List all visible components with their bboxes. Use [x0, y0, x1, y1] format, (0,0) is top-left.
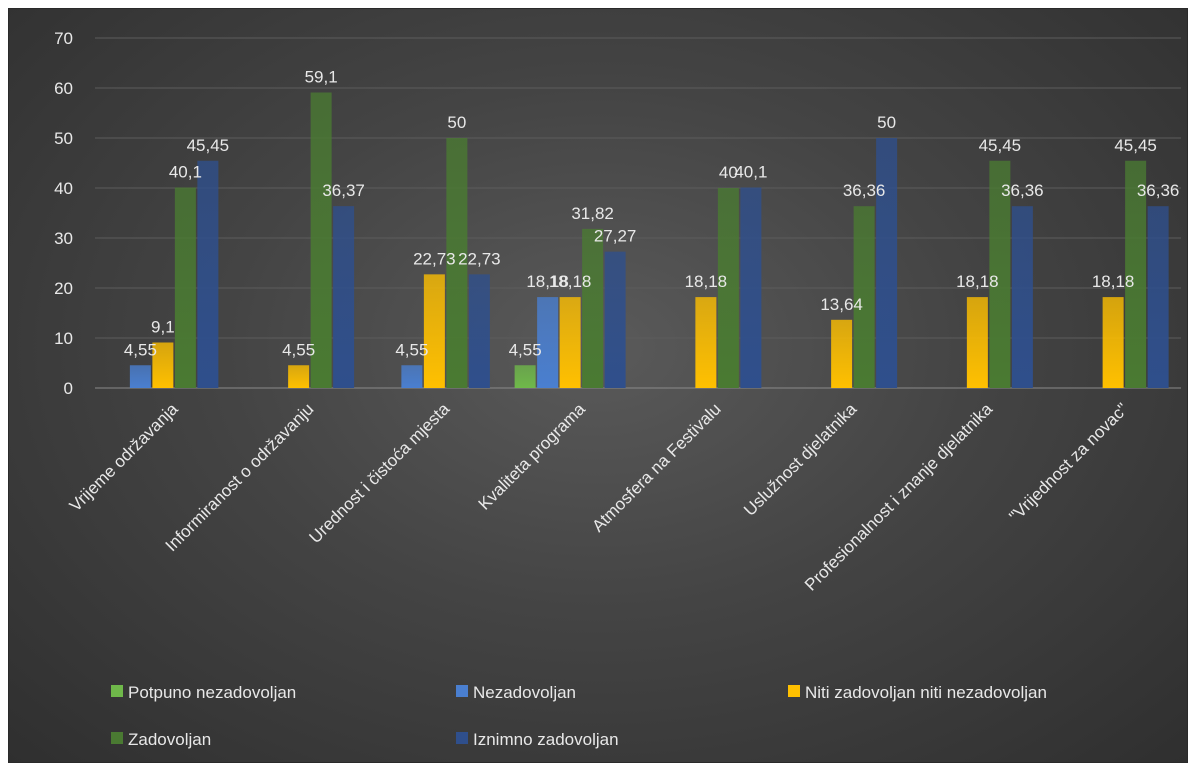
bar	[446, 138, 468, 388]
x-category-label: Vrijeme održavanja	[66, 399, 182, 515]
x-category-label: Kvaliteta programa	[475, 399, 590, 514]
bar	[288, 365, 310, 388]
data-label: 22,73	[458, 249, 501, 268]
data-label: 36,36	[843, 181, 886, 200]
data-label: 59,1	[305, 68, 338, 87]
y-tick-label: 30	[54, 229, 73, 248]
bar	[740, 187, 762, 388]
bar	[174, 187, 196, 388]
legend-label: Iznimno zadovoljan	[473, 730, 619, 749]
data-label: 40,1	[734, 163, 767, 182]
data-label: 9,1	[151, 318, 175, 337]
bar-chart: 0 10 20 30 40 50 60 70 4,55 9,1 40,1 45,45 4,55 59,1…	[54, 29, 1181, 749]
bar	[604, 251, 626, 388]
bar	[831, 319, 853, 388]
gridlines	[95, 37, 1181, 389]
y-tick-label: 20	[54, 279, 73, 298]
bar	[853, 206, 875, 388]
bar	[582, 228, 604, 388]
data-label: 18,18	[549, 272, 592, 291]
bar	[717, 188, 739, 388]
bar	[514, 365, 536, 388]
data-label: 18,18	[685, 272, 728, 291]
bars	[129, 92, 1169, 388]
data-label: 45,45	[979, 136, 1022, 155]
bar	[310, 92, 332, 388]
bar	[468, 274, 490, 388]
bar	[129, 365, 151, 388]
bar	[1125, 160, 1147, 388]
bar	[537, 297, 559, 388]
data-label: 36,36	[1137, 181, 1180, 200]
x-category-label: Informiranost o održavanju	[162, 399, 318, 555]
bar	[966, 297, 988, 388]
y-tick-label: 50	[54, 129, 73, 148]
data-label: 4,55	[509, 340, 542, 359]
data-label: 4,55	[395, 340, 428, 359]
data-label: 18,18	[1092, 272, 1135, 291]
legend-swatch	[456, 732, 468, 744]
legend-swatch	[456, 685, 468, 697]
data-label: 18,18	[956, 272, 999, 291]
data-labels: 4,55 9,1 40,1 45,45 4,55 59,1 36,37 4,55 22,73 50…	[124, 68, 1180, 360]
bar	[695, 297, 717, 388]
x-category-label: Uslužnost djelatnika	[740, 399, 861, 520]
x-category-label: Atmosfera na Festivalu	[588, 399, 724, 535]
data-label: 18,18	[526, 272, 569, 291]
data-label: 13,64	[820, 295, 863, 314]
bar	[989, 160, 1011, 388]
bar	[401, 365, 423, 388]
data-label: 45,45	[187, 136, 230, 155]
legend-swatch	[111, 732, 123, 744]
legend: Potpuno nezadovoljan Nezadovoljan Niti zad…	[111, 683, 1047, 749]
bar	[423, 274, 445, 388]
bar	[1102, 297, 1124, 388]
x-category-label: Urednost i čistoća mjesta	[305, 399, 453, 547]
data-label: 40,1	[169, 163, 202, 182]
data-label: 27,27	[594, 227, 637, 246]
data-label: 40	[719, 163, 738, 182]
y-tick-label: 70	[54, 29, 73, 48]
y-axis: 0 10 20 30 40 50 60 70	[54, 29, 73, 398]
legend-label: Zadovoljan	[128, 730, 211, 749]
data-label: 50	[877, 113, 896, 132]
y-tick-label: 60	[54, 79, 73, 98]
data-label: 22,73	[413, 249, 456, 268]
data-label: 36,37	[322, 181, 365, 200]
legend-label: Nezadovoljan	[473, 683, 576, 702]
data-label: 36,36	[1001, 181, 1044, 200]
bar	[559, 297, 581, 388]
chart-area: 0 10 20 30 40 50 60 70 4,55 9,1 40,1 45,45 4,55 59,1…	[8, 8, 1188, 763]
legend-label: Potpuno nezadovoljan	[128, 683, 296, 702]
legend-swatch	[788, 685, 800, 697]
data-label: 45,45	[1114, 136, 1157, 155]
y-tick-label: 10	[54, 329, 73, 348]
bar	[152, 342, 174, 388]
bar	[876, 138, 898, 388]
x-category-label: "Vrijednost za novac"	[1006, 399, 1132, 525]
bar	[197, 160, 219, 388]
y-tick-label: 0	[64, 379, 73, 398]
bar	[333, 206, 355, 388]
bar	[1011, 206, 1033, 388]
bar	[1147, 206, 1169, 388]
data-label: 4,55	[282, 340, 315, 359]
y-tick-label: 40	[54, 179, 73, 198]
legend-swatch	[111, 685, 123, 697]
data-label: 31,82	[571, 204, 614, 223]
legend-label: Niti zadovoljan niti nezadovoljan	[805, 683, 1047, 702]
data-label: 50	[447, 113, 466, 132]
data-label: 4,55	[124, 340, 157, 359]
